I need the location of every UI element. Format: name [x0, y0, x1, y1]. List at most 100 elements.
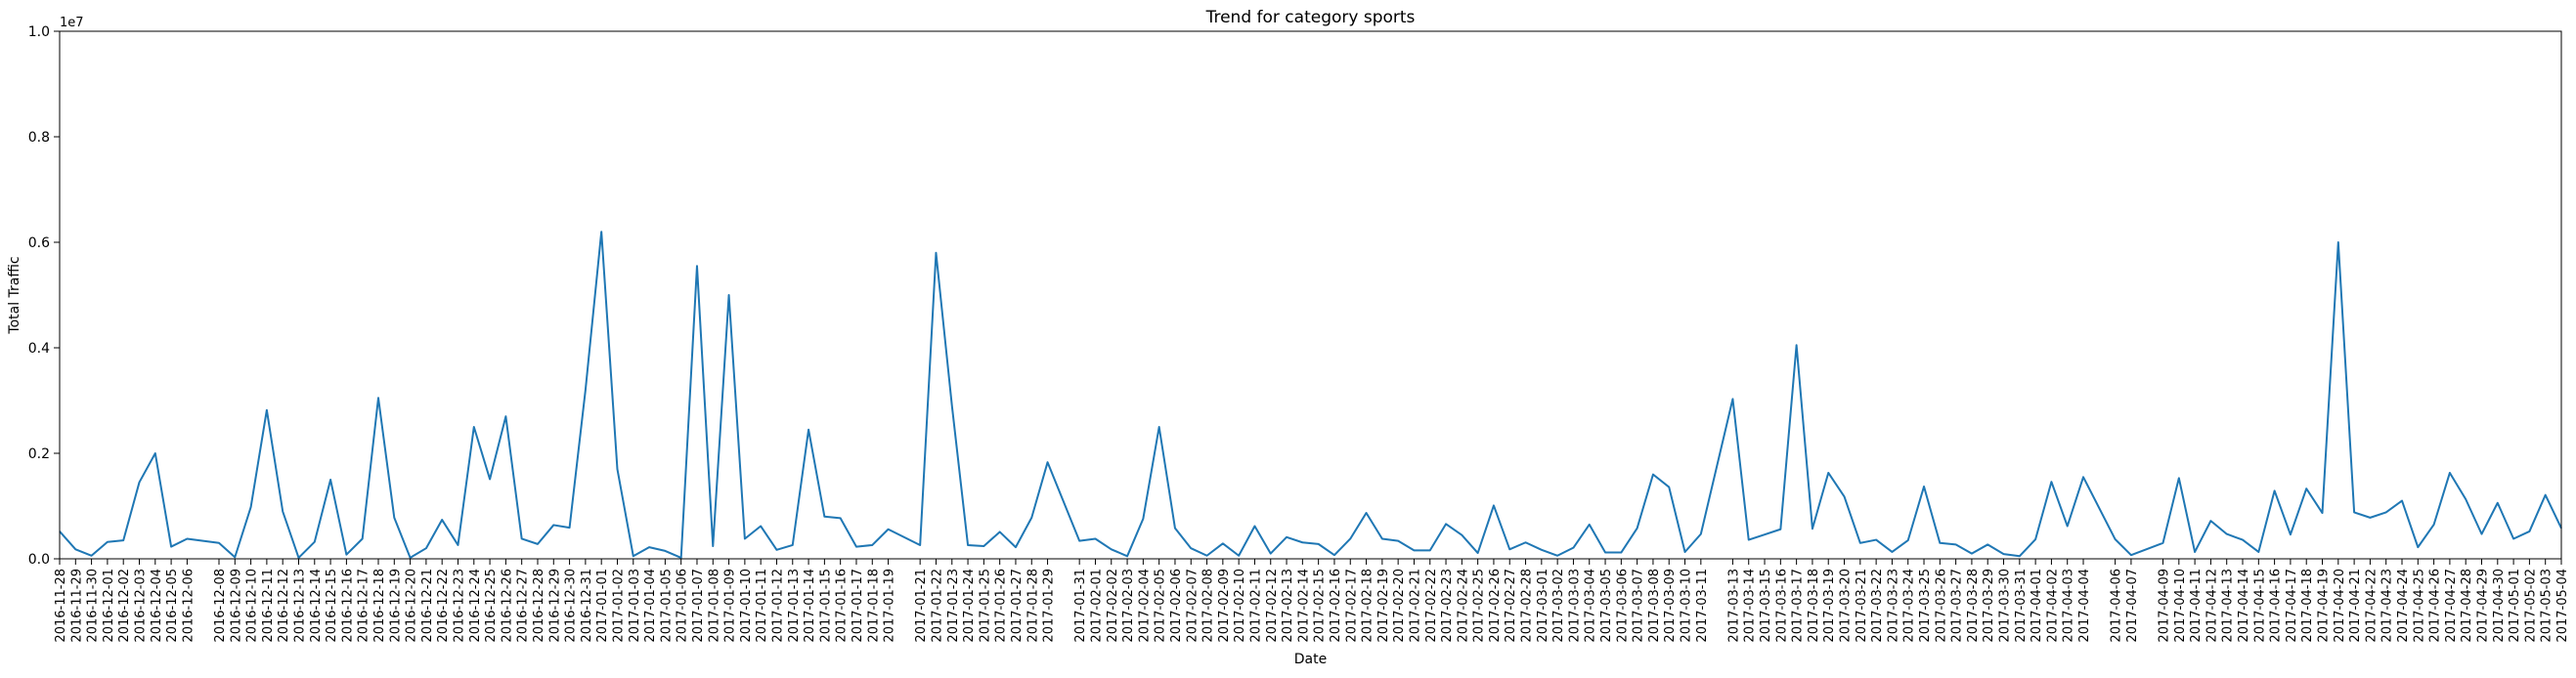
x-tick-label: 2016-12-17 — [357, 569, 371, 643]
x-tick-label: 2017-03-07 — [1632, 569, 1646, 643]
x-tick-label: 2017-04-16 — [2269, 569, 2284, 643]
x-tick-label: 2017-02-22 — [1424, 569, 1439, 643]
x-tick-label: 2017-04-12 — [2205, 569, 2219, 643]
x-tick-label: 2017-02-03 — [1121, 569, 1136, 643]
x-tick-label: 2016-12-20 — [405, 569, 419, 643]
x-tick-label: 2017-01-05 — [659, 569, 674, 643]
x-tick-label: 2017-03-26 — [1934, 569, 1948, 643]
x-tick-label: 2017-03-21 — [1855, 569, 1869, 643]
x-tick-label: 2017-04-17 — [2285, 569, 2299, 643]
y-axis-label: Total Traffic — [7, 256, 22, 334]
x-tick-label: 2017-04-03 — [2062, 569, 2076, 643]
x-tick-label: 2017-02-15 — [1313, 569, 1328, 643]
x-tick-label: 2017-04-26 — [2428, 569, 2443, 643]
x-tick-label: 2017-04-27 — [2444, 569, 2459, 643]
x-tick-label: 2017-04-29 — [2476, 569, 2491, 643]
x-tick-label: 2017-04-19 — [2317, 569, 2332, 643]
x-tick-label: 2016-11-29 — [69, 569, 84, 643]
x-tick-label: 2016-12-23 — [452, 569, 466, 643]
x-tick-label: 2017-02-07 — [1185, 569, 1200, 643]
x-tick-label: 2017-02-16 — [1329, 569, 1343, 643]
x-tick-label: 2017-01-23 — [946, 569, 961, 643]
x-tick-label: 2017-04-13 — [2221, 569, 2236, 643]
x-tick-label: 2016-12-25 — [484, 569, 499, 643]
x-tick-label: 2017-04-07 — [2125, 569, 2140, 643]
x-tick-label: 2017-03-31 — [2014, 569, 2029, 643]
y-axis-multiplier: 1e7 — [60, 16, 84, 30]
x-tick-label: 2017-02-18 — [1361, 569, 1375, 643]
x-tick-label: 2017-04-14 — [2237, 569, 2251, 643]
x-tick-label: 2017-04-20 — [2333, 569, 2347, 643]
x-tick-label: 2017-03-01 — [1536, 569, 1550, 643]
x-tick-label: 2017-01-02 — [611, 569, 626, 643]
x-tick-label: 2017-02-17 — [1344, 569, 1359, 643]
x-tick-label: 2016-12-04 — [150, 569, 164, 643]
x-tick-label: 2017-02-12 — [1265, 569, 1280, 643]
x-tick-label: 2017-01-21 — [914, 569, 929, 643]
x-tick-label: 2017-04-21 — [2348, 569, 2363, 643]
x-tick-label: 2017-03-17 — [1791, 569, 1806, 643]
x-tick-label: 2016-12-06 — [181, 569, 196, 643]
x-tick-label: 2017-02-28 — [1520, 569, 1535, 643]
x-tick-label: 2017-04-25 — [2412, 569, 2426, 643]
x-tick-label: 2017-01-07 — [691, 569, 706, 643]
x-tick-label: 2016-12-08 — [213, 569, 228, 643]
y-tick-label: 0.8 — [28, 130, 50, 146]
x-tick-label: 2017-04-18 — [2300, 569, 2315, 643]
x-tick-label: 2017-05-01 — [2508, 569, 2522, 643]
x-tick-label: 2017-04-24 — [2396, 569, 2411, 643]
x-tick-label: 2017-01-19 — [883, 569, 897, 643]
x-tick-label: 2017-03-18 — [1807, 569, 1821, 643]
x-tick-label: 2016-12-12 — [277, 569, 291, 643]
x-tick-label: 2016-12-22 — [436, 569, 451, 643]
x-tick-label: 2016-12-31 — [580, 569, 594, 643]
x-tick-label: 2017-03-29 — [1982, 569, 1996, 643]
x-tick-label: 2017-03-30 — [1998, 569, 2013, 643]
x-tick-label: 2016-12-13 — [292, 569, 307, 643]
x-tick-label: 2017-01-11 — [755, 569, 769, 643]
x-tick-label: 2017-03-22 — [1870, 569, 1885, 643]
x-tick-label: 2017-02-27 — [1504, 569, 1518, 643]
x-tick-label: 2017-02-05 — [1154, 569, 1168, 643]
x-tick-label: 2017-02-24 — [1456, 569, 1470, 643]
x-tick-label: 2017-01-27 — [1010, 569, 1025, 643]
x-tick-label: 2016-12-19 — [388, 569, 403, 643]
y-axis: 0.0 0.2 0.4 0.6 0.8 1.0 — [28, 24, 60, 568]
x-tick-label: 2017-02-09 — [1217, 569, 1232, 643]
x-tick-label: 2016-12-24 — [468, 569, 483, 643]
x-tick-label: 2017-02-25 — [1472, 569, 1487, 643]
x-tick-label: 2017-02-26 — [1488, 569, 1503, 643]
x-axis: 2016-11-28 2016-11-29 2016-11-30 2016-12-01… — [54, 559, 2570, 643]
plot-frame — [59, 30, 2562, 560]
x-tick-label: 2017-03-04 — [1584, 569, 1598, 643]
x-tick-label: 2017-01-26 — [994, 569, 1009, 643]
x-tick-label: 2017-04-28 — [2460, 569, 2474, 643]
x-tick-label: 2017-01-14 — [803, 569, 817, 643]
x-tick-label: 2017-04-04 — [2077, 569, 2092, 643]
x-tick-label: 2017-01-22 — [930, 569, 944, 643]
x-tick-label: 2017-04-10 — [2173, 569, 2188, 643]
x-tick-label: 2017-03-02 — [1551, 569, 1566, 643]
x-tick-label: 2016-12-21 — [420, 569, 435, 643]
x-tick-label: 2017-03-27 — [1950, 569, 1965, 643]
x-tick-label: 2017-01-15 — [818, 569, 833, 643]
y-tick-label: 0.6 — [28, 235, 50, 251]
x-tick-label: 2017-03-14 — [1743, 569, 1758, 643]
y-tick-label: 0.4 — [28, 341, 50, 357]
x-tick-label: 2016-12-11 — [261, 569, 276, 643]
x-tick-label: 2017-03-10 — [1680, 569, 1694, 643]
x-tick-label: 2017-01-08 — [707, 569, 721, 643]
x-tick-label: 2017-02-21 — [1408, 569, 1422, 643]
x-tick-label: 2017-05-03 — [2540, 569, 2554, 643]
x-tick-label: 2017-05-04 — [2555, 569, 2570, 643]
x-tick-label: 2016-12-01 — [102, 569, 116, 643]
x-tick-label: 2017-03-23 — [1886, 569, 1900, 643]
x-tick-label: 2017-01-06 — [676, 569, 690, 643]
x-tick-label: 2017-01-18 — [866, 569, 881, 643]
series-layer — [59, 231, 2562, 559]
x-tick-label: 2017-01-31 — [1073, 569, 1088, 643]
x-tick-label: 2017-02-02 — [1106, 569, 1120, 643]
